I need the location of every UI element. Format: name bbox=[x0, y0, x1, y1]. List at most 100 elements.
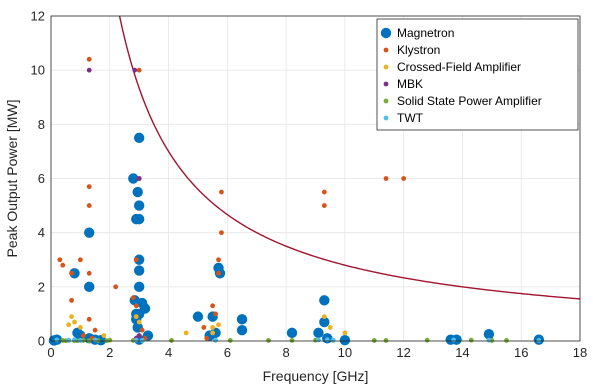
x-tick-label: 4 bbox=[165, 345, 172, 360]
data-point bbox=[133, 213, 145, 225]
y-tick-label: 10 bbox=[31, 63, 45, 78]
data-point bbox=[139, 327, 145, 333]
x-tick-label: 6 bbox=[224, 345, 231, 360]
data-point bbox=[69, 314, 74, 320]
series-3 bbox=[86, 67, 142, 341]
legend: Magnetron Klystron Crossed-Field Amplifier… bbox=[376, 18, 579, 131]
legend-marker bbox=[383, 81, 389, 87]
data-point bbox=[321, 203, 327, 208]
x-tick-label: 16 bbox=[514, 345, 528, 360]
data-point bbox=[236, 324, 248, 336]
data-point bbox=[451, 337, 457, 343]
curve-layer bbox=[118, 16, 580, 300]
data-point bbox=[213, 337, 218, 343]
data-point bbox=[133, 200, 145, 211]
x-tick-label: 10 bbox=[338, 345, 352, 360]
data-point bbox=[133, 314, 139, 320]
legend-entry: TWT bbox=[397, 111, 424, 125]
data-point bbox=[80, 333, 86, 338]
data-point bbox=[133, 257, 139, 263]
data-point bbox=[483, 329, 495, 340]
data-point bbox=[101, 333, 107, 338]
legend-marker bbox=[383, 115, 389, 121]
data-point bbox=[192, 311, 204, 322]
data-point bbox=[169, 338, 174, 343]
data-point bbox=[113, 284, 119, 290]
data-point bbox=[204, 335, 210, 341]
data-point bbox=[130, 295, 136, 301]
legend-marker bbox=[383, 98, 389, 104]
data-point bbox=[133, 254, 145, 265]
data-point bbox=[132, 67, 138, 73]
x-axis-label: Frequency [GHz] bbox=[263, 368, 369, 384]
data-point bbox=[216, 322, 221, 328]
data-point bbox=[201, 325, 207, 330]
data-point bbox=[339, 334, 351, 346]
data-point bbox=[213, 311, 218, 317]
data-point bbox=[54, 337, 60, 343]
y-tick-label: 2 bbox=[38, 279, 45, 294]
points-layer bbox=[48, 56, 545, 346]
y-tick-label: 0 bbox=[38, 334, 45, 349]
x-tick-label: 8 bbox=[282, 345, 289, 360]
y-tick-label: 4 bbox=[38, 225, 45, 240]
data-point bbox=[286, 327, 298, 339]
data-point bbox=[92, 327, 98, 333]
data-point bbox=[84, 227, 95, 238]
data-point bbox=[383, 176, 389, 181]
data-point bbox=[69, 297, 74, 303]
y-tick-labels: 0 2 4 6 8 10 12 bbox=[31, 9, 45, 349]
data-point bbox=[86, 270, 92, 276]
data-point bbox=[313, 327, 324, 339]
data-point bbox=[210, 330, 216, 336]
data-point bbox=[139, 338, 145, 343]
data-point bbox=[383, 338, 389, 343]
data-point bbox=[72, 319, 77, 325]
data-point bbox=[183, 330, 189, 336]
data-point bbox=[216, 257, 221, 263]
data-point bbox=[128, 173, 139, 184]
data-point bbox=[321, 314, 327, 320]
data-point bbox=[136, 319, 142, 325]
data-point bbox=[133, 132, 145, 144]
limit-curve bbox=[118, 16, 580, 300]
x-tick-label: 14 bbox=[455, 345, 469, 360]
legend-entry: Crossed-Field Amplifier bbox=[397, 60, 521, 74]
data-point bbox=[77, 325, 83, 330]
plot-frame bbox=[50, 15, 581, 342]
data-point bbox=[107, 337, 113, 343]
data-point bbox=[227, 338, 233, 343]
y-axis-label: Peak Output Power [MW] bbox=[4, 100, 20, 258]
data-point bbox=[77, 338, 83, 343]
data-point bbox=[136, 67, 142, 73]
x-tick-label: 12 bbox=[396, 345, 410, 360]
data-point bbox=[139, 303, 151, 314]
data-point bbox=[92, 337, 98, 343]
legend-marker bbox=[383, 64, 389, 70]
legend-entry: Klystron bbox=[397, 43, 440, 57]
data-point bbox=[57, 257, 63, 263]
legend-entry: Solid State Power Amplifier bbox=[397, 94, 542, 108]
data-point bbox=[468, 337, 474, 343]
data-point bbox=[210, 303, 216, 309]
legend-entry: Magnetron bbox=[397, 26, 454, 40]
data-point bbox=[236, 314, 248, 325]
data-point bbox=[210, 325, 216, 330]
data-point bbox=[327, 325, 333, 330]
data-point bbox=[132, 186, 143, 198]
data-point bbox=[330, 337, 336, 343]
data-point bbox=[136, 176, 142, 181]
x-tick-label: 0 bbox=[47, 345, 54, 360]
legend-entry: MBK bbox=[397, 77, 423, 91]
data-point bbox=[210, 327, 221, 339]
data-point bbox=[504, 338, 509, 343]
data-point bbox=[60, 262, 66, 268]
x-tick-label: 18 bbox=[573, 345, 587, 360]
data-point bbox=[84, 281, 95, 293]
data-point bbox=[133, 337, 139, 343]
data-point bbox=[316, 337, 321, 343]
data-point bbox=[133, 265, 145, 276]
data-point bbox=[371, 338, 377, 343]
data-point bbox=[401, 176, 407, 181]
